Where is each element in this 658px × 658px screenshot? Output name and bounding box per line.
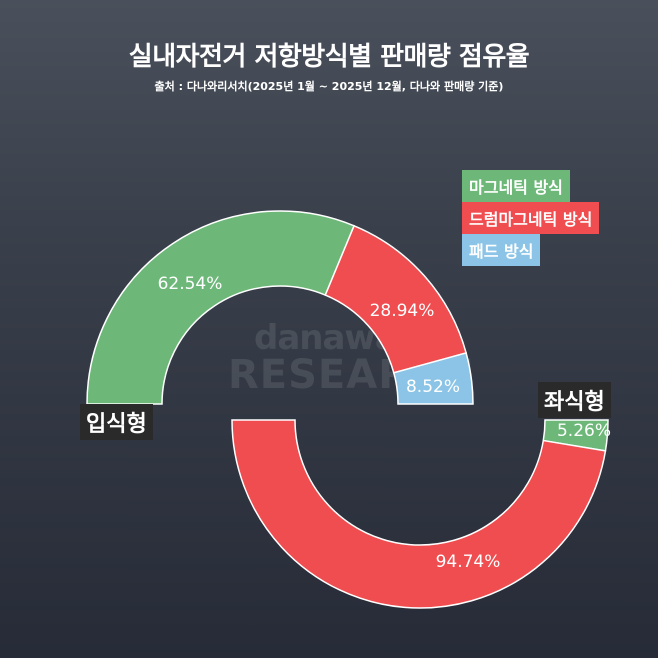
seated-type-label: 좌식형 [538, 382, 611, 418]
legend: 마그네틱 방식 드럼마그네틱 방식 패드 방식 [462, 170, 600, 266]
legend-item-pad: 패드 방식 [462, 234, 541, 266]
seated-slice-1 [231, 419, 607, 609]
standing-data-label-1: 28.94% [370, 301, 435, 321]
standing-data-label-2: 8.52% [406, 377, 460, 397]
chart-title: 실내자전거 저항방식별 판매량 점유율 [128, 42, 530, 72]
standing-slice-2 [392, 352, 474, 405]
legend-item-drum-magnetic: 드럼마그네틱 방식 [462, 202, 600, 234]
legend-item-magnetic: 마그네틱 방식 [462, 170, 570, 202]
chart-source: 출처 : 다나와리서치(2025년 1월 ~ 2025년 12월, 다나와 판매… [154, 80, 504, 93]
standing-slice-0 [86, 210, 356, 405]
standing-slice-1 [324, 224, 468, 374]
standing-data-label-0: 62.54% [158, 274, 223, 294]
seated-data-label-1: 94.74% [436, 552, 501, 572]
seated-data-label-0: 5.26% [557, 421, 611, 441]
standing-type-label: 입식형 [80, 404, 153, 440]
